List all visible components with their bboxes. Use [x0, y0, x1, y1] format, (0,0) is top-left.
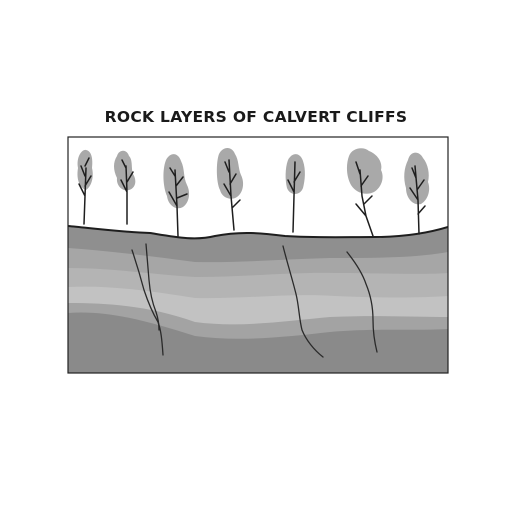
crack-right	[346, 251, 378, 353]
tree-6	[346, 148, 383, 237]
tree-1	[77, 149, 93, 225]
tree-4	[216, 148, 244, 231]
tree-5	[285, 154, 305, 233]
tree-3	[163, 154, 190, 237]
tree-2	[114, 150, 136, 225]
tree-7	[404, 152, 430, 235]
rock-layer-bottom	[68, 312, 448, 373]
ground-line	[68, 225, 448, 240]
crack-middle	[282, 245, 324, 358]
diagram-frame	[67, 136, 449, 374]
crack-left	[131, 243, 164, 356]
diagram-title: ROCK LAYERS OF CALVERT CLIFFS	[104, 108, 408, 126]
